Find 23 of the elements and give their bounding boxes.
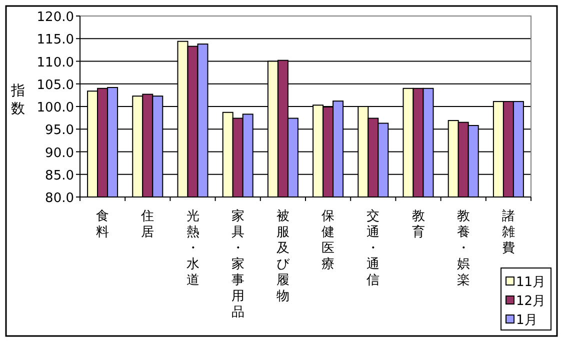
y-tick-label: 110.0 (36, 55, 74, 70)
x-tick-label: 諸雑費 (502, 209, 515, 256)
y-tick-label: 120.0 (36, 10, 74, 25)
y-axis-title: 指数 (10, 83, 25, 117)
y-tick-label: 105.0 (36, 78, 74, 93)
x-tick-label: 食料 (96, 209, 110, 240)
y-tick-label: 80.0 (45, 191, 74, 206)
x-tick-label: 交通・通信 (366, 208, 380, 288)
x-tick-label: 家具・家事用品 (231, 208, 244, 320)
x-tick-label: 教育 (412, 209, 425, 240)
legend-label: 11月 (516, 275, 546, 290)
y-tick-label: 85.0 (45, 168, 74, 184)
legend-label: 12月 (516, 294, 546, 309)
y-tick-label: 95.0 (45, 123, 74, 138)
y-tick-label: 90.0 (45, 146, 74, 161)
x-tick-label: 保健医療 (322, 209, 335, 272)
y-tick-label: 115.0 (36, 32, 74, 48)
x-tick-label: 教養・娯楽 (456, 209, 470, 288)
legend-label: 1月 (516, 313, 538, 328)
x-tick-label: 被服及び履物 (276, 209, 290, 304)
y-tick-label: 100.0 (36, 100, 74, 116)
x-tick-label: 光熱・水道 (186, 209, 200, 288)
x-tick-label: 住居 (140, 209, 154, 240)
